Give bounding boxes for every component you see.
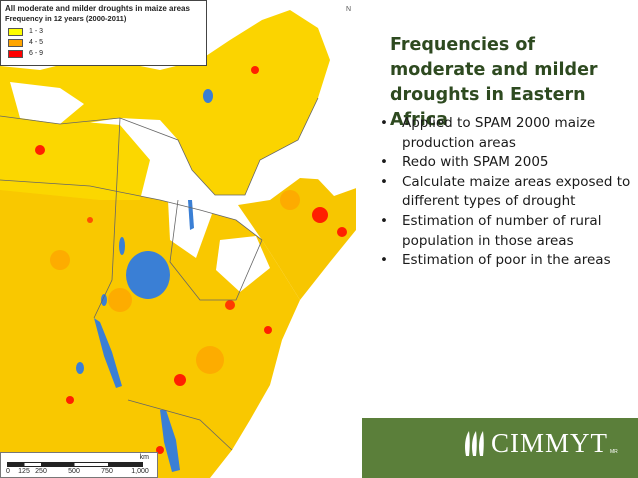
lake-tanganyika: [94, 318, 122, 388]
bullet-item: • Calculate maize areas exposed to differ…: [378, 173, 636, 212]
scale-tick: 125: [18, 468, 30, 475]
lake-mweru: [76, 362, 84, 374]
bullet-glyph: •: [380, 212, 388, 229]
gap-somalia: [300, 150, 362, 196]
orange-patch: [108, 288, 132, 312]
hotspot: [174, 374, 186, 386]
logo-text: CIMMYT: [491, 428, 609, 458]
lake-albert: [119, 237, 125, 255]
drought-hotspots: [35, 66, 347, 454]
gap-sudan: [10, 82, 84, 124]
lake-malawi: [160, 410, 180, 472]
scale-tick: 750: [101, 468, 113, 475]
legend-subtitle: Frequency in 12 years (2000-2011): [5, 14, 127, 23]
non-maize-areas: [10, 82, 362, 292]
hotspot: [87, 217, 93, 223]
north-arrow-label: N: [346, 6, 352, 13]
land-region-west: [0, 110, 150, 200]
scale-bar: km 0 125 250 500 750 1,000: [0, 452, 158, 478]
border-line: [93, 117, 121, 319]
scale-tick: 250: [35, 468, 47, 475]
hotspot: [66, 396, 74, 404]
bullet-glyph: •: [380, 252, 388, 269]
bullet-glyph: •: [380, 173, 388, 190]
map-legend: All moderate and milder droughts in maiz…: [0, 0, 207, 66]
water-bodies: [76, 89, 213, 472]
legend-label-mid: 4 - 5: [29, 39, 44, 46]
orange-patch: [50, 250, 70, 270]
border-line: [127, 399, 233, 451]
footer-band: [362, 418, 638, 478]
hotspot: [312, 207, 328, 223]
legend-class-high: 6 - 9: [5, 48, 202, 59]
hotspot: [337, 227, 347, 237]
scale-tick: 0: [6, 468, 10, 475]
legend-swatch-mid: [8, 38, 23, 47]
bullet-text: Calculate maize areas exposed to differe…: [402, 173, 631, 210]
north-arrow-icon: N: [346, 6, 351, 13]
lake-kivu: [101, 294, 107, 306]
legend-class-mid: 4 - 5: [5, 37, 202, 48]
land-region-horn: [238, 178, 356, 300]
country-borders: [0, 97, 319, 451]
bullet-text: Estimation of number of rural population…: [402, 212, 602, 249]
bullet-glyph: •: [380, 115, 388, 131]
lake-victoria: [126, 251, 170, 299]
cimmyt-logo: CIMMYT MR: [463, 428, 618, 458]
orange-patch: [196, 346, 224, 374]
border-line: [169, 199, 263, 301]
hotspot: [156, 446, 164, 454]
legend-swatch-low: [8, 27, 23, 36]
logo-superscript: MR: [610, 449, 618, 455]
scale-unit: km: [139, 454, 149, 461]
bullet-text: Estimation of poor in the areas: [402, 252, 611, 269]
scale-tick: 500: [68, 468, 80, 475]
map-canvas: [0, 10, 362, 478]
legend-swatch-high: [8, 49, 23, 58]
legend-label-high: 6 - 9: [29, 50, 44, 57]
land-region-north: [0, 10, 330, 195]
bullet-text: Applied to SPAM 2000 maize production ar…: [402, 115, 596, 151]
bullet-text: Redo with SPAM 2005: [402, 154, 549, 171]
bullet-glyph: •: [380, 154, 388, 171]
lake-tana: [203, 89, 213, 103]
scale-bar-segments: [7, 462, 143, 467]
gap-central: [216, 236, 270, 292]
drought-map: All moderate and milder droughts in maiz…: [0, 0, 362, 478]
hotspot: [264, 326, 272, 334]
bullet-list: • Applied to SPAM 2000 maize production a…: [378, 114, 636, 271]
bullet-item: • Estimation of number of rural populatio…: [378, 212, 636, 251]
scale-tick: 1,000: [131, 468, 149, 475]
bullet-item: • Estimation of poor in the areas: [378, 251, 636, 271]
border-line: [0, 97, 319, 196]
border-line: [0, 179, 263, 241]
hotspot: [251, 66, 259, 74]
bullet-item: • Applied to SPAM 2000 maize production a…: [378, 114, 636, 153]
legend-label-low: 1 - 3: [29, 28, 44, 35]
hotspot: [225, 300, 235, 310]
bullet-item: • Redo with SPAM 2005: [378, 153, 636, 173]
maize-ears-icon: [465, 431, 484, 456]
slide-title: Frequencies of moderate and milder droug…: [390, 35, 598, 130]
orange-patch: [280, 190, 300, 210]
hotspot: [35, 145, 45, 155]
legend-title: All moderate and milder droughts in maiz…: [5, 4, 190, 13]
legend-class-low: 1 - 3: [5, 26, 202, 37]
